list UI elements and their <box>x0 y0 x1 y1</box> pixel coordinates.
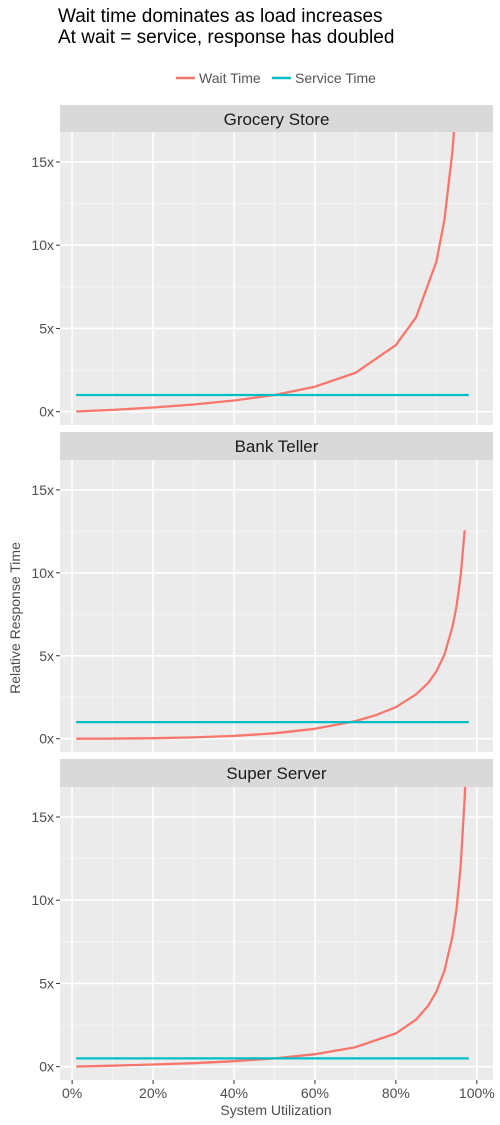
gridlines <box>60 132 493 425</box>
series-line-wait-time <box>76 530 466 740</box>
gridlines <box>60 787 493 1080</box>
legend: Wait Time Service Time <box>176 70 376 86</box>
y-tick-label: 0x <box>39 404 54 420</box>
panel-background <box>60 132 493 425</box>
x-tick-label: 40% <box>220 1085 248 1101</box>
panel-grocery-store: Grocery Store 0x 5x 10x 15x <box>31 105 493 425</box>
panel-background <box>60 787 493 1080</box>
y-tick-label: 10x <box>31 892 54 908</box>
y-tick-label: 5x <box>39 648 54 664</box>
x-tick-label: 20% <box>139 1085 167 1101</box>
x-tick-label: 100% <box>459 1085 495 1101</box>
x-axis-title: System Utilization <box>220 1102 331 1118</box>
facet-label: Grocery Store <box>224 110 330 129</box>
series-line-wait-time <box>76 787 467 1068</box>
y-axis-title: Relative Response Time <box>7 542 23 694</box>
y-tick-label: 5x <box>39 320 54 336</box>
y-tick-label: 10x <box>31 565 54 581</box>
x-tick-label: 80% <box>382 1085 410 1101</box>
facet-strip <box>60 759 493 787</box>
x-tick-label: 0% <box>62 1085 82 1101</box>
chart-title-line-1: Wait time dominates as load increases <box>58 6 383 27</box>
y-tick-label: 15x <box>31 482 54 498</box>
facet-label: Bank Teller <box>235 437 319 456</box>
y-tick-label: 15x <box>31 154 54 170</box>
y-tick-label: 5x <box>39 975 54 991</box>
facet-panels: Grocery Store 0x 5x 10x 15x Bank Teller 0x 5x 10… <box>31 105 495 1101</box>
x-tick-label: 60% <box>301 1085 329 1101</box>
y-tick-label: 0x <box>39 731 54 747</box>
facet-strip <box>60 105 493 132</box>
chart-title-line-2: At wait = service, response has doubled <box>58 27 394 48</box>
series-line-wait-time <box>76 132 456 413</box>
y-tick-label: 10x <box>31 237 54 253</box>
facet-strip <box>60 432 493 460</box>
y-tick-label: 0x <box>39 1059 54 1075</box>
gridlines <box>60 460 493 752</box>
panel-bank-teller: Bank Teller 0x 5x 10x 15x <box>31 432 493 752</box>
y-tick-label: 15x <box>31 809 54 825</box>
legend-label-wait-time: Wait Time <box>199 70 261 86</box>
panel-background <box>60 460 493 752</box>
panel-super-server: Super Server 0x 5x 10x 15x 0% 20% 40% 60% 80% 100% <box>31 759 495 1101</box>
legend-label-service-time: Service Time <box>295 70 376 86</box>
facet-label: Super Server <box>226 764 326 783</box>
